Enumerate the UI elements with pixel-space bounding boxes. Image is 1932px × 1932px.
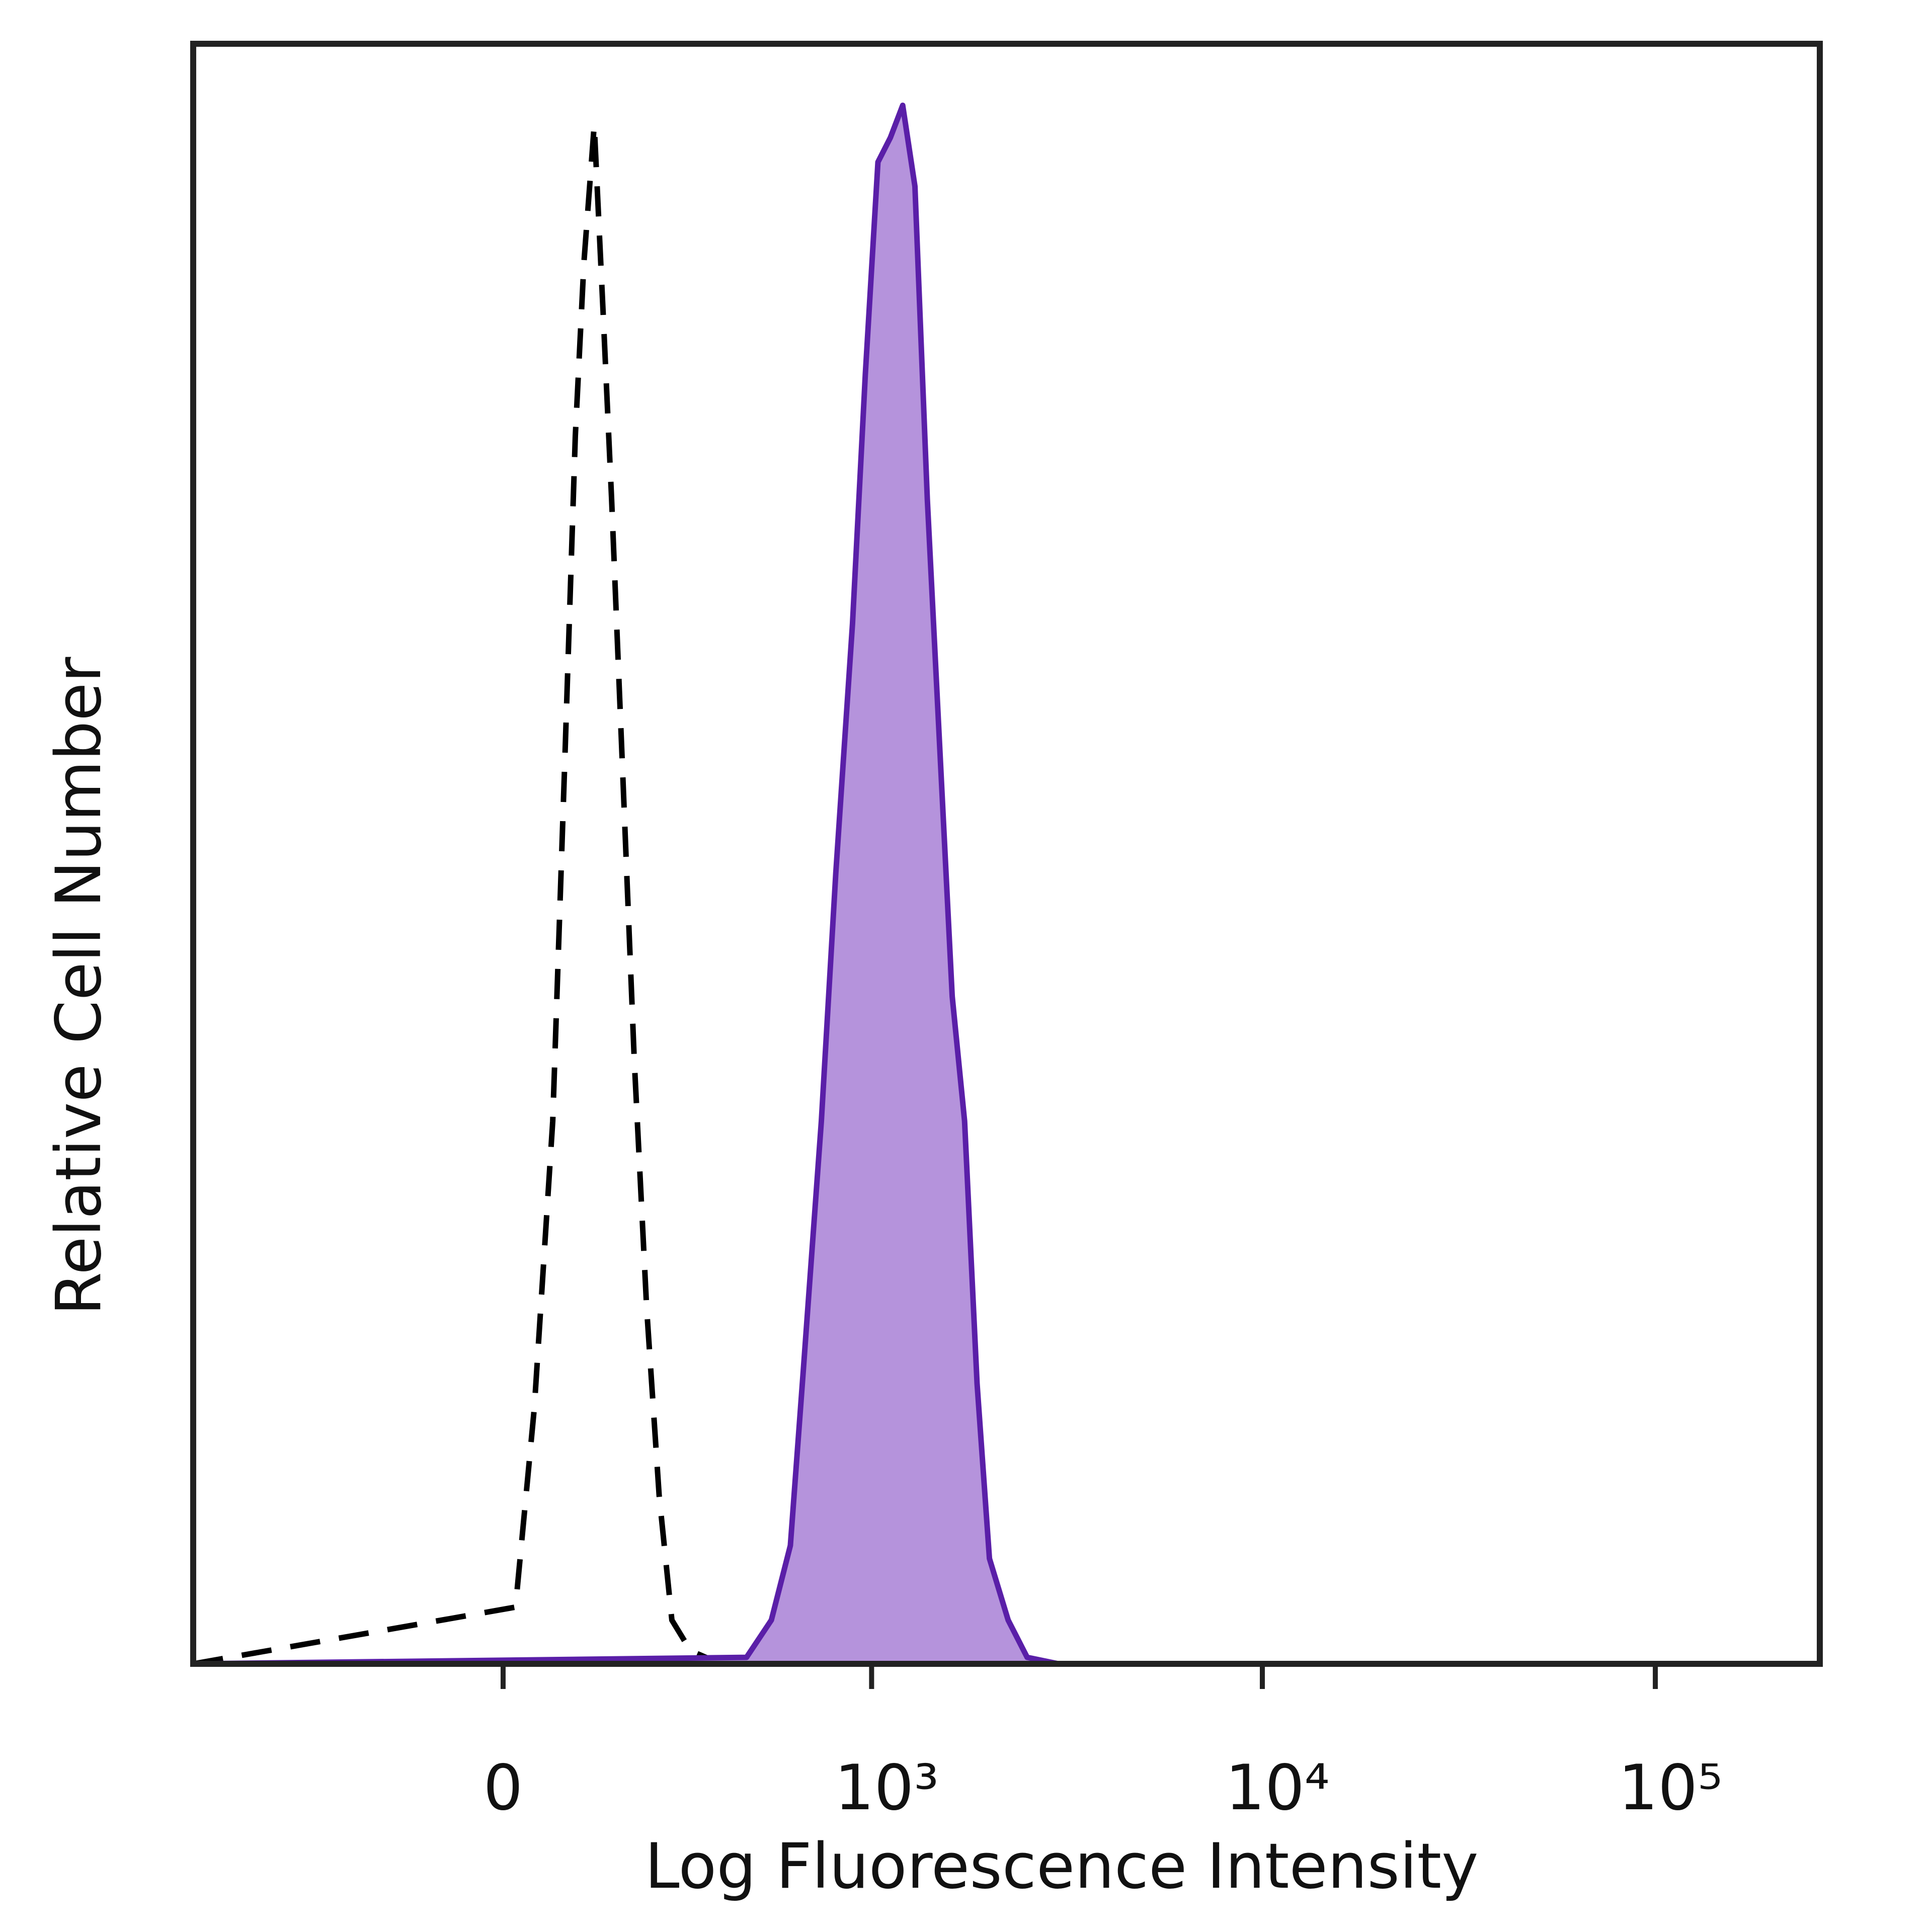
- histogram-line: [193, 122, 1820, 1667]
- histogram-area: [193, 105, 1820, 1664]
- y-axis-title: Relative Cell Number: [43, 657, 115, 1316]
- plot-frame: [190, 41, 1823, 1667]
- x-tick-label: 10⁵: [1618, 1752, 1723, 1824]
- x-tick-label: 10⁴: [1225, 1752, 1330, 1824]
- histogram-line: [193, 102, 1820, 1667]
- x-axis-title: Log Fluorescence Intensity: [645, 1830, 1479, 1903]
- x-tick-label: 0: [484, 1752, 523, 1824]
- x-tick-label: 10³: [835, 1752, 939, 1824]
